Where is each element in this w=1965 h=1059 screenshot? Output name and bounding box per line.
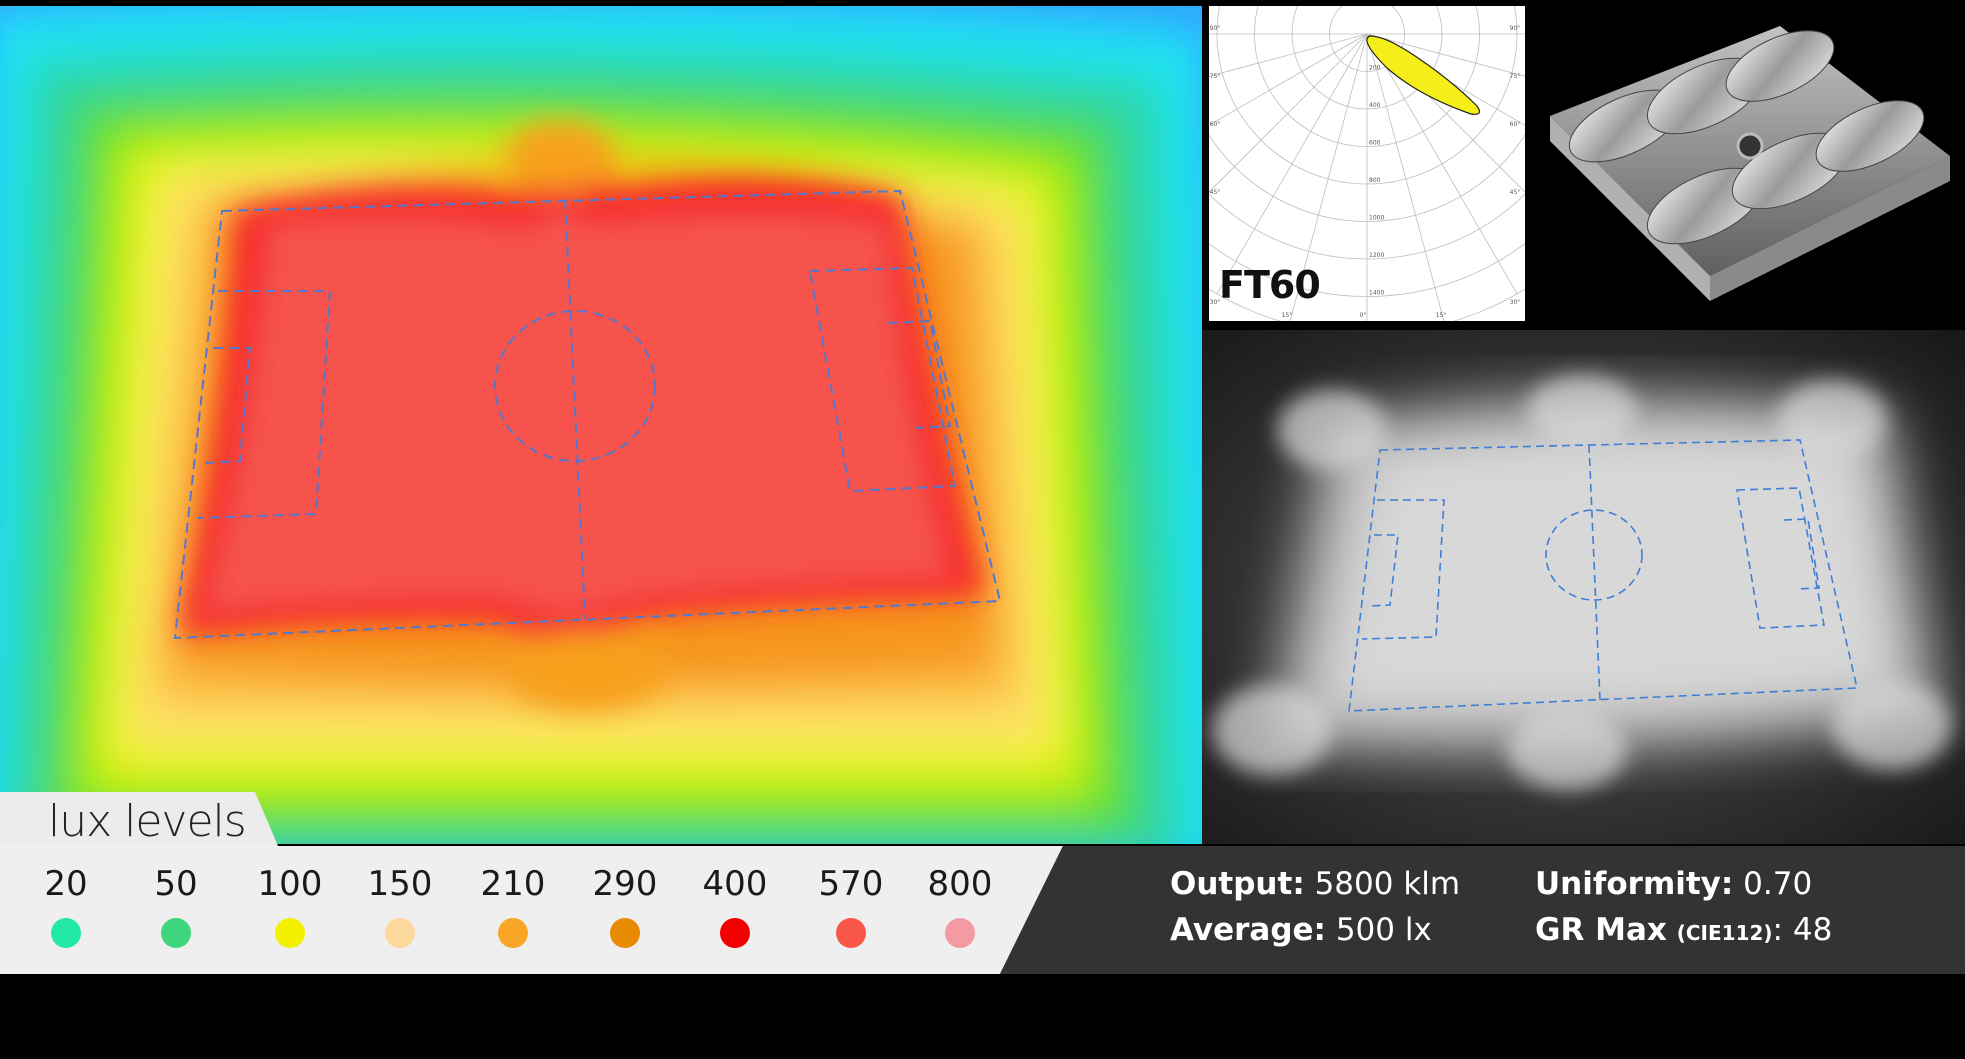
- polar-radial-label: 200: [1369, 65, 1381, 72]
- legend-color-swatch: [275, 918, 305, 948]
- lens-product-image: [1530, 6, 1965, 321]
- polar-radial-label: 800: [1369, 177, 1381, 184]
- polar-angle-label: 75°: [1210, 73, 1221, 80]
- polar-angle-label: 45°: [1210, 189, 1221, 196]
- uniformity-value: 0.70: [1743, 866, 1813, 902]
- illuminance-heatmap: [0, 6, 1202, 844]
- legend-value: 400: [702, 864, 768, 904]
- legend-item: 290: [570, 846, 680, 948]
- polar-radial-label: 1400: [1369, 290, 1384, 297]
- output-label: Output:: [1170, 866, 1305, 902]
- polar-angle-label: 60°: [1210, 121, 1221, 128]
- glare-value: : 48: [1772, 912, 1833, 948]
- polar-angle-label: 30°: [1510, 299, 1521, 306]
- polar-radial-label: 1000: [1369, 215, 1384, 222]
- legend-color-swatch: [385, 918, 415, 948]
- average-label: Average:: [1170, 912, 1326, 948]
- rendered-field-preview: [1202, 330, 1965, 844]
- polar-angle-label: 90°: [1210, 25, 1221, 32]
- legend-title-tab: lux levels: [0, 792, 278, 846]
- legend-item: 570: [796, 846, 906, 948]
- legend-value: 800: [927, 864, 993, 904]
- polar-angle-label: 90°: [1510, 25, 1521, 32]
- legend-color-swatch: [51, 918, 81, 948]
- output-stat: Output: 5800 klm: [1170, 866, 1460, 902]
- average-value: 500 lx: [1335, 912, 1432, 948]
- legend-value: 100: [257, 864, 323, 904]
- uniformity-label: Uniformity:: [1535, 866, 1734, 902]
- legend-value: 210: [480, 864, 546, 904]
- lux-legend: 20 50 100 150 210 290 400 570 800: [0, 846, 1063, 974]
- polar-angle-label: 45°: [1510, 189, 1521, 196]
- uniformity-stat: Uniformity: 0.70: [1535, 866, 1812, 902]
- polar-radial-label: 600: [1369, 140, 1381, 147]
- polar-angle-label: 60°: [1510, 121, 1521, 128]
- legend-value: 150: [367, 864, 433, 904]
- legend-item: 210: [458, 846, 568, 948]
- legend-color-swatch: [720, 918, 750, 948]
- legend-item: 20: [11, 846, 121, 948]
- glare-stat: GR Max (CIE112): 48: [1535, 912, 1832, 948]
- polar-angle-label: 15°: [1436, 312, 1447, 319]
- average-stat: Average: 500 lx: [1170, 912, 1432, 948]
- legend-color-swatch: [945, 918, 975, 948]
- legend-value: 20: [44, 864, 88, 904]
- legend-color-swatch: [498, 918, 528, 948]
- polar-angle-label: 75°: [1510, 73, 1521, 80]
- legend-value: 50: [154, 864, 198, 904]
- legend-title: lux levels: [48, 796, 247, 847]
- legend-item: 150: [345, 846, 455, 948]
- legend-item: 100: [235, 846, 345, 948]
- legend-item: 400: [680, 846, 790, 948]
- polar-angle-label: 15°: [1282, 312, 1293, 319]
- legend-color-swatch: [161, 918, 191, 948]
- output-value: 5800 klm: [1314, 866, 1461, 902]
- polar-radial-label: 1200: [1369, 252, 1384, 259]
- legend-value: 290: [592, 864, 658, 904]
- stats-panel: Output: 5800 klm Average: 500 lx Uniform…: [1000, 846, 1965, 974]
- legend-item: 50: [121, 846, 231, 948]
- legend-color-swatch: [610, 918, 640, 948]
- legend-color-swatch: [836, 918, 866, 948]
- polar-radial-label: 400: [1369, 102, 1381, 109]
- legend-item: 800: [905, 846, 1015, 948]
- glare-standard: (CIE112): [1676, 921, 1773, 945]
- glare-label: GR Max: [1535, 912, 1667, 948]
- legend-value: 570: [818, 864, 884, 904]
- intensity-lobe: [1366, 35, 1481, 115]
- optic-name: FT60: [1219, 263, 1321, 307]
- polar-angle-label: 30°: [1210, 299, 1221, 306]
- polar-intensity-diagram: 200400600800100012001400160090°75°60°45°…: [1209, 6, 1525, 321]
- polar-angle-label: 0°: [1360, 312, 1367, 319]
